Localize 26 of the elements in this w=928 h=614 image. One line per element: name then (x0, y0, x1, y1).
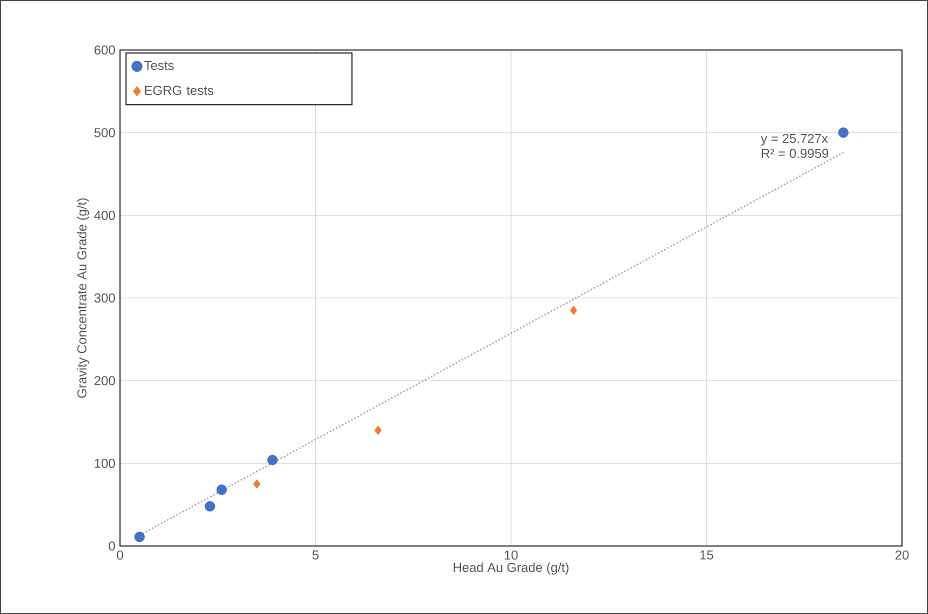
point (838, 127, 849, 138)
x-tick-label: 10 (504, 550, 518, 560)
y-tick-label: 0 (108, 541, 115, 551)
point (204, 501, 216, 512)
legend-label: EGRG tests (145, 86, 214, 95)
point (374, 426, 382, 435)
y-axis-title: Gravity Concentrate Au Grade (g/t) (76, 198, 90, 398)
x-tick-label: 20 (895, 550, 909, 560)
y-tick-label: 600 (94, 45, 115, 55)
y-tick-label: 400 (94, 210, 115, 220)
x-tick-label: 5 (312, 550, 319, 560)
x-tick-label: 0 (116, 550, 124, 560)
point (267, 454, 278, 466)
point (570, 306, 578, 316)
annotation: R² = 0.9959 (762, 148, 828, 158)
point (253, 479, 260, 489)
legend-label: Tests (144, 60, 174, 70)
y-tick-label: 300 (94, 293, 115, 303)
x-tick-label: 15 (700, 550, 714, 560)
point (134, 532, 145, 542)
x-axis-title: Head Au Grade (g/t) (454, 562, 568, 575)
y-tick-label: 100 (94, 458, 115, 468)
annotation: y = 25.727x (760, 134, 828, 146)
y-tick-label: 200 (94, 376, 115, 386)
y-tick-label: 500 (94, 128, 115, 138)
point (216, 484, 227, 495)
